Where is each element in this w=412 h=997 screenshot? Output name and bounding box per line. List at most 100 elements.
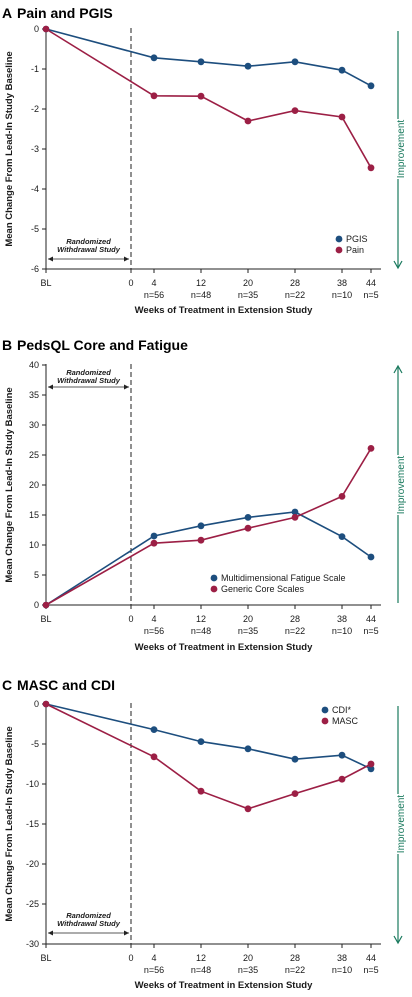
panel-title: PedsQL Core and Fatigue <box>17 337 188 353</box>
randomized-label-line1: Randomized <box>66 368 111 377</box>
data-point <box>150 726 158 733</box>
panel-letter: B <box>2 337 12 353</box>
x-tick-label: 28 <box>290 278 300 288</box>
n-label: n=10 <box>332 626 352 636</box>
data-point <box>291 755 299 763</box>
x-tick-label: BL <box>40 953 51 963</box>
data-point <box>150 753 158 761</box>
x-tick-label: 44 <box>366 614 376 624</box>
x-tick-label: 4 <box>151 278 156 288</box>
data-point <box>367 765 375 773</box>
y-tick-label: -4 <box>31 184 39 194</box>
x-tick-label: BL <box>40 278 51 288</box>
improvement-arrowhead <box>393 260 403 270</box>
data-point <box>367 760 375 768</box>
baseline-point <box>42 601 50 609</box>
data-point <box>367 164 375 172</box>
x-tick-label: 44 <box>366 278 376 288</box>
randomized-arrow-right-head <box>124 930 129 936</box>
data-point <box>197 92 205 100</box>
legend-label: CDI* <box>332 705 351 715</box>
x-tick-label: 44 <box>366 953 376 963</box>
data-point <box>150 532 158 540</box>
randomized-arrow-left-head <box>48 930 53 936</box>
legend-marker <box>210 585 218 593</box>
improvement-label: Improvement <box>396 120 407 179</box>
y-tick-label: 20 <box>29 480 39 490</box>
improvement-label: Improvement <box>396 456 407 515</box>
randomized-label-line1: Randomized <box>66 237 111 246</box>
y-tick-label: 10 <box>29 540 39 550</box>
x-axis-label: Weeks of Treatment in Extension Study <box>135 642 313 653</box>
y-tick-label: -20 <box>26 859 39 869</box>
n-label: n=48 <box>191 965 211 975</box>
data-point <box>244 805 252 813</box>
x-tick-label: 0 <box>128 614 133 624</box>
legend-marker <box>321 717 329 725</box>
series-line-pgis <box>45 28 372 87</box>
n-label: n=35 <box>238 626 258 636</box>
n-label: n=56 <box>144 626 164 636</box>
panel-A: A Pain and PGIS 0 -1 -2 -3 -4 -5 -6BL 0 4 12 20 28 38 4… <box>2 5 407 316</box>
legend-marker <box>321 706 329 714</box>
data-point <box>291 514 299 521</box>
improvement-label: Improvement <box>396 795 407 854</box>
y-tick-label: -2 <box>31 104 39 114</box>
series-line-pain <box>45 28 372 169</box>
data-point <box>291 107 299 114</box>
y-axis-label: Mean Change From Lead-In Study Baseline <box>4 726 15 921</box>
n-label: n=10 <box>332 290 352 300</box>
data-point <box>291 58 299 66</box>
legend-marker <box>335 235 343 243</box>
x-axis-label: Weeks of Treatment in Extension Study <box>135 980 313 991</box>
panel-title: Pain and PGIS <box>17 5 113 21</box>
data-point <box>244 62 252 70</box>
y-tick-label: -6 <box>31 264 39 274</box>
data-point <box>150 92 158 100</box>
x-tick-label: 28 <box>290 953 300 963</box>
n-label: n=35 <box>238 290 258 300</box>
randomized-label-line2: Withdrawal Study <box>57 245 121 254</box>
n-label: n=22 <box>285 965 305 975</box>
x-tick-label: 12 <box>196 278 206 288</box>
randomized-label-line2: Withdrawal Study <box>57 919 121 928</box>
x-tick-label: 0 <box>128 278 133 288</box>
randomized-arrow-left-head <box>48 384 53 390</box>
data-point <box>338 751 346 759</box>
data-point <box>367 82 375 90</box>
x-tick-label: 38 <box>337 953 347 963</box>
y-tick-label: -30 <box>26 939 39 949</box>
data-point <box>197 536 205 544</box>
x-tick-label: 12 <box>196 614 206 624</box>
y-tick-label: -5 <box>31 224 39 234</box>
data-point <box>150 54 158 62</box>
randomized-arrow-left-head <box>48 256 53 262</box>
data-point <box>367 553 375 561</box>
data-point <box>338 66 346 74</box>
randomized-arrow-right-head <box>124 384 129 390</box>
n-label: n=10 <box>332 965 352 975</box>
data-point <box>197 522 205 530</box>
n-label: n=5 <box>363 290 378 300</box>
improvement-label-bg <box>396 794 405 854</box>
data-point <box>338 533 346 540</box>
n-label: n=48 <box>191 290 211 300</box>
legend-label: Generic Core Scales <box>221 584 305 594</box>
randomized-label-line1: Randomized <box>66 911 111 920</box>
y-tick-label: 0 <box>34 24 39 34</box>
improvement-arrowhead <box>393 364 403 374</box>
data-point <box>244 514 252 521</box>
y-tick-label: -5 <box>31 739 39 749</box>
y-tick-label: -3 <box>31 144 39 154</box>
data-point <box>291 508 299 516</box>
x-tick-label: 0 <box>128 953 133 963</box>
legend-label: MASC <box>332 716 359 726</box>
n-label: n=22 <box>285 626 305 636</box>
data-point <box>244 745 252 753</box>
y-tick-label: 25 <box>29 450 39 460</box>
x-tick-label: 20 <box>243 953 253 963</box>
legend-marker <box>210 574 218 582</box>
randomized-label-line2: Withdrawal Study <box>57 376 121 385</box>
legend-label: PGIS <box>346 234 368 244</box>
